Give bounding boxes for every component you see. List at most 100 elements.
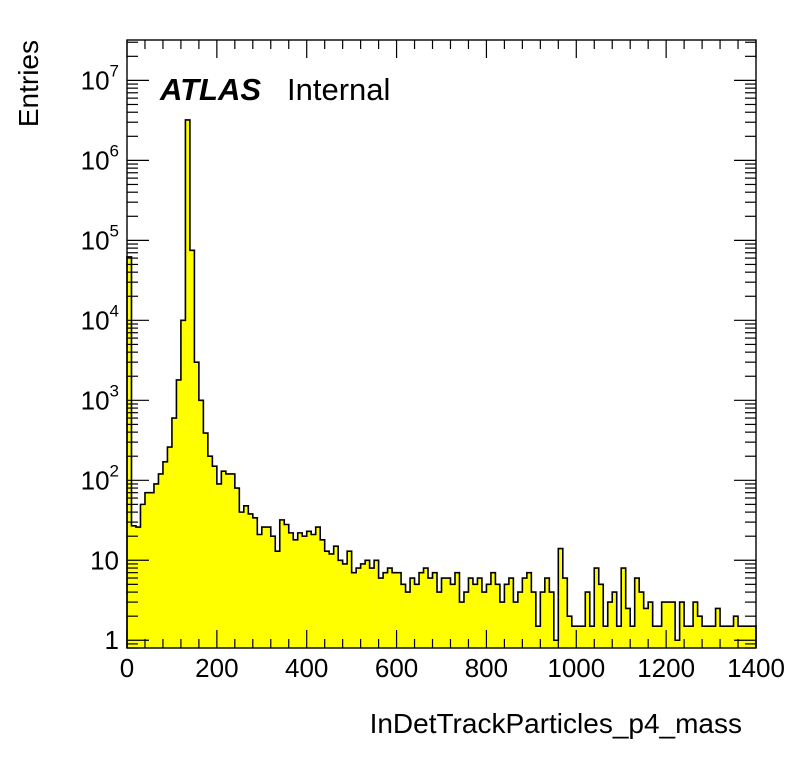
x-tick-label: 800	[465, 653, 508, 683]
histogram-bin	[535, 626, 541, 648]
x-tick-label: 1200	[637, 653, 695, 683]
y-tick-label: 103	[81, 381, 119, 415]
histogram-bin	[270, 536, 276, 648]
histogram-bin	[342, 563, 348, 648]
histogram-bin	[378, 578, 384, 648]
histogram-bin	[315, 527, 321, 648]
x-tick-label: 0	[120, 653, 134, 683]
histogram-bin	[706, 626, 712, 648]
histogram-bin	[216, 483, 222, 648]
histogram-bin	[284, 524, 290, 648]
histogram-bin	[410, 578, 415, 648]
histogram-bin	[243, 505, 249, 648]
histogram-bin	[517, 592, 523, 648]
histogram-bin	[428, 578, 433, 648]
histogram-bin	[562, 578, 568, 648]
histogram-bin	[679, 602, 685, 648]
histogram-bin	[432, 572, 438, 648]
histogram-bin	[194, 362, 200, 648]
histogram-bin	[302, 536, 308, 648]
histogram-bin	[684, 626, 689, 648]
histogram-bin	[603, 626, 609, 648]
histogram-bin	[248, 513, 254, 648]
histogram-bin	[414, 584, 420, 648]
histogram-bin	[526, 572, 532, 648]
histogram-bin	[212, 466, 218, 648]
histogram-bin	[149, 492, 155, 648]
histogram-bin	[549, 592, 555, 648]
histogram-bin	[234, 488, 240, 648]
histogram-bin	[135, 527, 141, 648]
histogram-bin	[360, 563, 366, 648]
histogram-bin	[670, 602, 676, 648]
histogram-bin	[675, 640, 680, 648]
histogram-bin	[297, 532, 303, 648]
histogram-bin	[189, 250, 195, 648]
y-tick-label: 102	[81, 461, 119, 495]
histogram-bin	[648, 602, 653, 648]
y-tick-label: 107	[81, 61, 119, 95]
histogram-bin	[738, 626, 743, 648]
histogram-bin	[347, 551, 352, 648]
histogram-bin	[715, 608, 721, 648]
histogram-bin	[131, 525, 137, 648]
histogram-bin	[508, 578, 514, 648]
x-tick-labels: 0 200 400 600 800 1000 1200 1400	[120, 653, 785, 683]
histogram-bin	[329, 553, 334, 648]
histogram-bin	[639, 592, 644, 648]
histogram-bin	[392, 572, 397, 648]
histogram-bin	[225, 473, 231, 648]
x-tick-label: 1400	[727, 653, 785, 683]
histogram-bin	[306, 531, 312, 648]
histogram-bin	[396, 572, 402, 648]
y-tick-label: 10	[90, 545, 119, 575]
histogram-bin	[167, 447, 173, 648]
histogram-bin	[711, 626, 716, 648]
histogram-bin	[742, 626, 748, 648]
histogram-bin	[333, 546, 339, 648]
histogram-bin	[531, 592, 537, 648]
histogram-outline	[126, 119, 757, 648]
histogram-bin	[553, 640, 559, 648]
histogram-bin	[643, 608, 649, 648]
histogram-bin	[729, 626, 734, 648]
histogram-bin	[697, 616, 703, 648]
histogram-bin	[445, 578, 451, 648]
histogram-bin	[153, 483, 159, 648]
histogram-bin	[585, 592, 591, 648]
axis-ticks	[126, 40, 757, 649]
histogram-bin	[477, 578, 483, 648]
histogram-bin	[356, 568, 361, 648]
histogram-bin	[441, 578, 447, 648]
histogram-bin	[320, 539, 325, 648]
histogram-bin	[207, 456, 213, 648]
x-axis-title: InDetTrackParticles_p4_mass	[370, 708, 742, 739]
histogram-bin	[567, 616, 573, 648]
histogram-bin	[176, 379, 182, 648]
histogram-bin	[127, 256, 132, 648]
histogram-bin	[351, 572, 357, 648]
histogram-bin	[387, 568, 393, 648]
x-tick-label: 1000	[547, 653, 605, 683]
x-tick-label: 600	[375, 653, 418, 683]
histogram-bin	[374, 560, 379, 648]
histogram-bin	[472, 584, 478, 648]
histogram-bin	[239, 512, 245, 648]
histogram-bin	[405, 592, 411, 648]
histogram-bin	[463, 592, 469, 648]
histogram-bin	[288, 532, 294, 648]
histogram-bin	[369, 568, 375, 648]
histogram-bin	[365, 560, 370, 648]
histogram-bin	[162, 461, 168, 648]
histogram-bin	[454, 572, 460, 648]
histogram-bin	[594, 568, 600, 648]
y-tick-labels: 1 10 102 103 104 105 106 107	[81, 61, 119, 655]
internal-label: Internal	[287, 72, 390, 107]
histogram-bins	[127, 119, 757, 648]
histogram-bin	[423, 568, 429, 648]
histogram-bin	[634, 578, 640, 648]
histogram-bin	[383, 572, 388, 648]
histogram-bin	[702, 626, 707, 648]
histogram-bin	[203, 433, 209, 648]
